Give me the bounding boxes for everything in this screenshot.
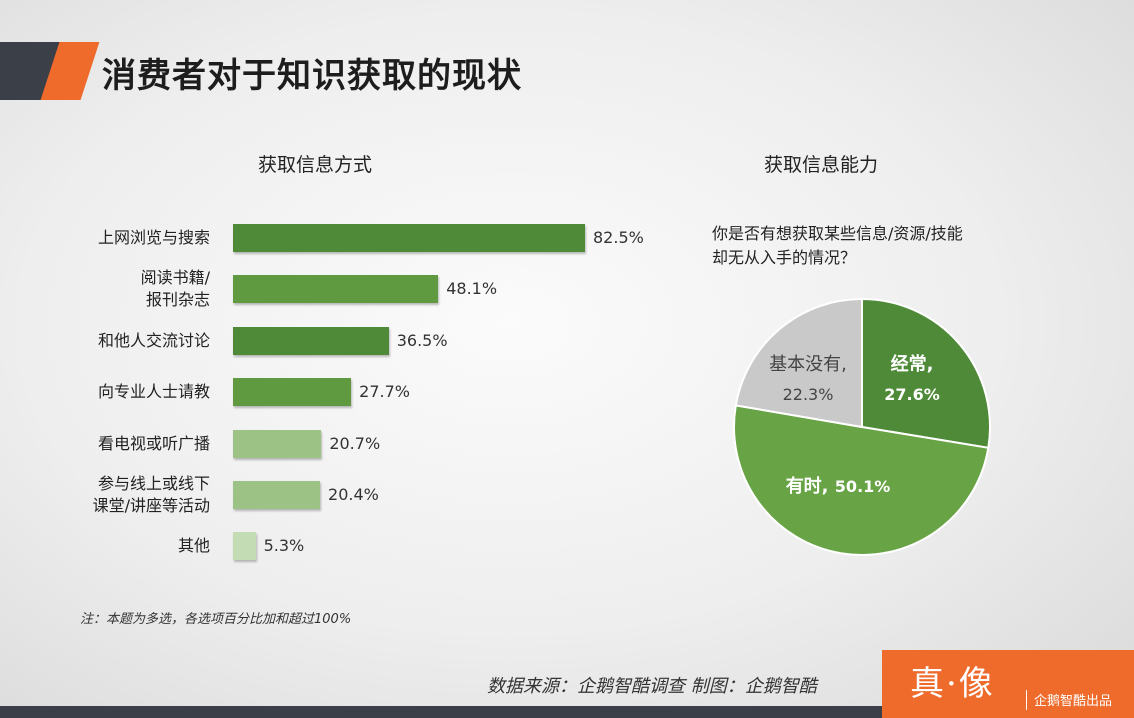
- pie-slice: [734, 297, 863, 429]
- category-label: 看电视或听广播: [97, 433, 210, 453]
- category-label: 和他人交流讨论: [97, 330, 210, 350]
- pie-question-line: 却无从入手的情况？: [712, 248, 857, 267]
- bar-value-label: 20.4%: [328, 485, 379, 504]
- bar: [233, 275, 439, 304]
- bar: [233, 224, 585, 252]
- pie-chart-title: 获取信息能力: [764, 154, 879, 176]
- pie-slice-label: 有时, 50.1%: [768, 472, 908, 502]
- category-label: 其他: [177, 536, 210, 556]
- pie-question: 你是否有想获取某些信息/资源/技能 却无从入手的情况？: [712, 222, 1052, 270]
- bar-value-label: 27.7%: [359, 382, 410, 402]
- category-label: 向专业人士请教: [97, 382, 210, 402]
- footnote: 注：本题为多选，各选项百分比加和超过100%: [80, 612, 352, 627]
- bar-value-label: 48.1%: [446, 279, 498, 299]
- bar: [233, 378, 352, 407]
- category-label: 阅读书籍/报刊杂志: [140, 268, 210, 310]
- footer-bar: [0, 706, 882, 718]
- bar-chart-title: 获取信息方式: [258, 154, 373, 176]
- pie-question-line: 你是否有想获取某些信息/资源/技能: [712, 224, 963, 243]
- bar-value-label: 36.5%: [396, 330, 448, 350]
- category-label: 参与线上或线下 课堂/讲座等活动: [92, 474, 210, 515]
- pie-slice-label: 基本没有, 22.3%: [738, 350, 878, 410]
- bar-value-label: 5.3%: [263, 536, 305, 556]
- data-source: 数据来源：企鹅智酷调查 制图：企鹅智酷: [487, 676, 817, 697]
- brand-text: 企鹅智酷出品: [1034, 694, 1113, 709]
- pie-slice-value: 27.6%: [884, 385, 940, 404]
- pie-slice: [861, 297, 991, 449]
- brand-logo: 真·像: [910, 664, 995, 704]
- pie-slice-value: 50.1%: [834, 477, 891, 496]
- bar: [233, 326, 389, 355]
- pie-slice-name: 基本没有,: [769, 354, 847, 375]
- pie-slice-name: 经常,: [890, 354, 934, 375]
- pie-slice: [733, 404, 990, 556]
- bar-value-label: 82.5%: [593, 228, 644, 247]
- bar-value-label: 20.7%: [329, 433, 381, 453]
- brand-block: 真·像 企鹅智酷出品: [882, 650, 1134, 718]
- bar: [233, 481, 321, 509]
- pie-slice-value: 22.3%: [782, 385, 834, 404]
- page-title: 消费者对于知识获取的现状: [102, 56, 522, 96]
- category-label: 上网浏览与搜索: [97, 228, 210, 247]
- pie-slice-name: 有时,: [785, 476, 835, 497]
- brand-separator: [1026, 690, 1027, 710]
- pie-slice-label: 经常, 27.6%: [842, 350, 982, 410]
- bar: [233, 532, 256, 561]
- bar: [233, 429, 322, 458]
